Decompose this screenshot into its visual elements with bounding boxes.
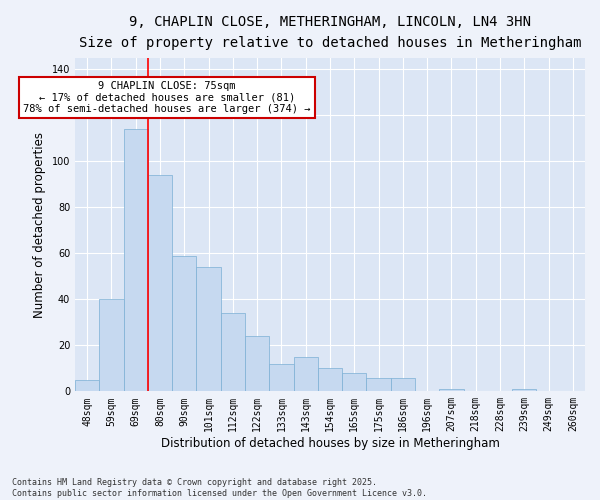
Bar: [342, 373, 367, 392]
Text: 9 CHAPLIN CLOSE: 75sqm
← 17% of detached houses are smaller (81)
78% of semi-det: 9 CHAPLIN CLOSE: 75sqm ← 17% of detached…: [23, 81, 311, 114]
Y-axis label: Number of detached properties: Number of detached properties: [33, 132, 46, 318]
Text: Contains HM Land Registry data © Crown copyright and database right 2025.
Contai: Contains HM Land Registry data © Crown c…: [12, 478, 427, 498]
Bar: [245, 336, 269, 392]
Bar: [124, 129, 148, 392]
Bar: [318, 368, 342, 392]
Bar: [269, 364, 293, 392]
Bar: [221, 313, 245, 392]
Title: 9, CHAPLIN CLOSE, METHERINGHAM, LINCOLN, LN4 3HN
Size of property relative to de: 9, CHAPLIN CLOSE, METHERINGHAM, LINCOLN,…: [79, 15, 581, 50]
Bar: [172, 256, 196, 392]
Bar: [100, 300, 124, 392]
Bar: [196, 267, 221, 392]
Bar: [439, 389, 464, 392]
Bar: [391, 378, 415, 392]
Bar: [75, 380, 100, 392]
Bar: [293, 357, 318, 392]
Bar: [367, 378, 391, 392]
Bar: [512, 389, 536, 392]
X-axis label: Distribution of detached houses by size in Metheringham: Distribution of detached houses by size …: [161, 437, 499, 450]
Bar: [148, 175, 172, 392]
